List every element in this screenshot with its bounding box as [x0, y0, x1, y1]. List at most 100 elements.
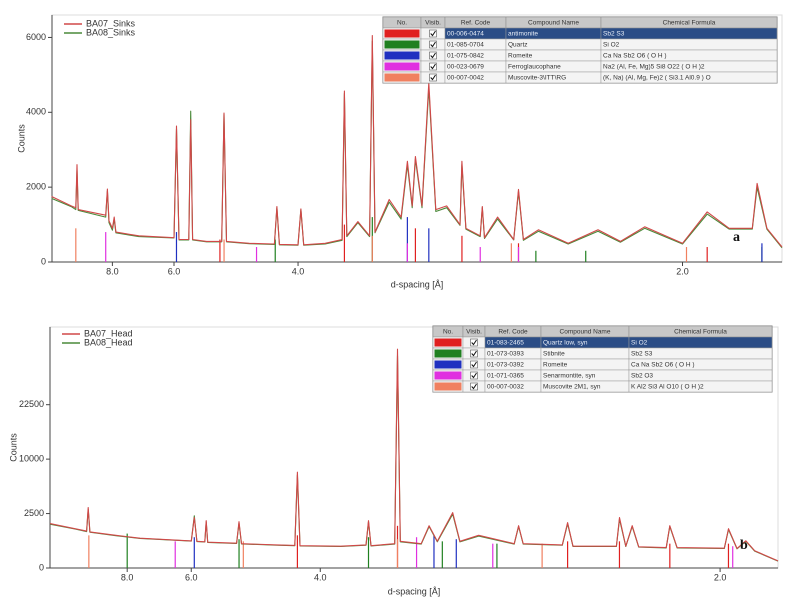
- table-text: Ferroglaucophane: [508, 64, 561, 71]
- y-tick-label: 0: [41, 256, 46, 266]
- table-header: Chemical Formula: [663, 20, 716, 27]
- table-cell: [628, 380, 773, 393]
- table-header: Visib.: [425, 20, 441, 27]
- checkmark: [471, 383, 477, 390]
- table-text: antimonite: [508, 31, 538, 38]
- legend-label: BA08_Head: [84, 337, 133, 347]
- phase-color: [384, 40, 420, 49]
- phase-color: [434, 338, 462, 347]
- phase-color: [434, 360, 462, 369]
- table-text: Si O2: [631, 340, 648, 347]
- phase-color: [434, 382, 462, 391]
- x-axis-label: d-spacing [Å]: [391, 279, 444, 289]
- table-header: Ref. Code: [498, 329, 528, 336]
- visibility-checkbox: [429, 29, 437, 38]
- x-tick-label: 4.0: [314, 572, 327, 582]
- phase-color: [434, 349, 462, 358]
- phase-color: [384, 29, 420, 38]
- table-header: Compound Name: [528, 20, 579, 27]
- visibility-checkbox: [429, 73, 437, 82]
- phase-color: [384, 62, 420, 71]
- table-text: 01-073-0393: [487, 351, 524, 358]
- table-text: (K, Na) (Al, Mg, Fe)2 ( Si3.1 Al0.9 ) O: [603, 75, 711, 82]
- x-tick-label: 8.0: [106, 266, 119, 276]
- table-header: Visib.: [466, 329, 482, 336]
- table-cell: [600, 38, 778, 51]
- table-text: 00-007-0042: [447, 75, 484, 82]
- visibility-checkbox: [470, 360, 478, 369]
- x-tick-label: 8.0: [121, 572, 134, 582]
- table-text: Quartz: [508, 42, 528, 49]
- checkmark: [471, 350, 477, 357]
- table-text: Senarmontite, syn: [543, 373, 596, 380]
- table-header: No.: [443, 329, 453, 336]
- checkmark: [471, 372, 477, 379]
- table-cell: [628, 336, 773, 349]
- y-tick-label: 4000: [26, 107, 46, 117]
- table-cell: [600, 27, 778, 40]
- table-header: No.: [397, 20, 407, 27]
- table-cell: [600, 71, 778, 84]
- checkmark: [430, 74, 436, 81]
- table-text: Muscovite-3\ITT\RG: [508, 75, 566, 82]
- table-text: Si O2: [603, 42, 620, 49]
- table-text: 01-075-0842: [447, 53, 484, 60]
- legend-label: BA07_Sinks: [86, 18, 136, 28]
- table-text: Ca Na Sb2 O6 ( O H ): [631, 362, 695, 369]
- table-text: Sb2 S3: [603, 31, 625, 38]
- pattern-line: [51, 35, 783, 248]
- phase-color: [434, 371, 462, 380]
- x-tick-label: 6.0: [185, 572, 198, 582]
- table-text: 00-023-0679: [447, 64, 484, 71]
- phase-color: [384, 51, 420, 60]
- table-text: 01-071-0365: [487, 373, 524, 380]
- table-header: Compound Name: [560, 329, 611, 336]
- pattern-line: [49, 348, 779, 562]
- table-text: Ca Na Sb2 O6 ( O H ): [603, 53, 667, 60]
- visibility-checkbox: [429, 40, 437, 49]
- table-text: 01-083-2465: [487, 340, 524, 347]
- legend-label: BA07_Head: [84, 328, 133, 338]
- y-tick-label: 0: [39, 562, 44, 572]
- x-tick-label: 2.0: [676, 266, 689, 276]
- checkmark: [430, 30, 436, 37]
- table-text: Romeite: [508, 53, 533, 60]
- visibility-checkbox: [470, 382, 478, 391]
- y-tick-label: 6000: [26, 32, 46, 42]
- x-tick-label: 6.0: [168, 266, 181, 276]
- annotation: b: [740, 538, 748, 553]
- visibility-checkbox: [429, 62, 437, 71]
- table-text: 01-085-0704: [447, 42, 484, 49]
- table-text: Stibnite: [543, 351, 565, 358]
- annotation: a: [733, 230, 740, 245]
- table-text: Sb2 S3: [631, 351, 653, 358]
- table-text: 00-006-0474: [447, 31, 484, 38]
- table-text: 01-073-0392: [487, 362, 524, 369]
- y-tick-label: 2500: [24, 508, 44, 518]
- y-tick-label: 2000: [26, 182, 46, 192]
- table-text: Muscovite 2M1, syn: [543, 384, 601, 391]
- y-axis-label: Counts: [8, 433, 18, 462]
- checkmark: [430, 63, 436, 70]
- table-text: Na2 (Al, Fe, Mg)5 Si8 O22 ( O H )2: [603, 64, 705, 71]
- visibility-checkbox: [429, 51, 437, 60]
- y-tick-label: 22500: [19, 399, 44, 409]
- table-header: Ref. Code: [461, 20, 491, 27]
- visibility-checkbox: [470, 371, 478, 380]
- y-tick-label: 10000: [19, 454, 44, 464]
- table-header: Chemical Formula: [674, 329, 727, 336]
- checkmark: [471, 339, 477, 346]
- legend-label: BA08_Sinks: [86, 27, 136, 37]
- checkmark: [430, 41, 436, 48]
- x-tick-label: 4.0: [292, 266, 305, 276]
- checkmark: [471, 361, 477, 368]
- table-text: Romeite: [543, 362, 568, 369]
- visibility-checkbox: [470, 349, 478, 358]
- pattern-line: [51, 40, 783, 249]
- phase-color: [384, 73, 420, 82]
- checkmark: [430, 52, 436, 59]
- table-text: Sb2 O3: [631, 373, 653, 380]
- visibility-checkbox: [470, 338, 478, 347]
